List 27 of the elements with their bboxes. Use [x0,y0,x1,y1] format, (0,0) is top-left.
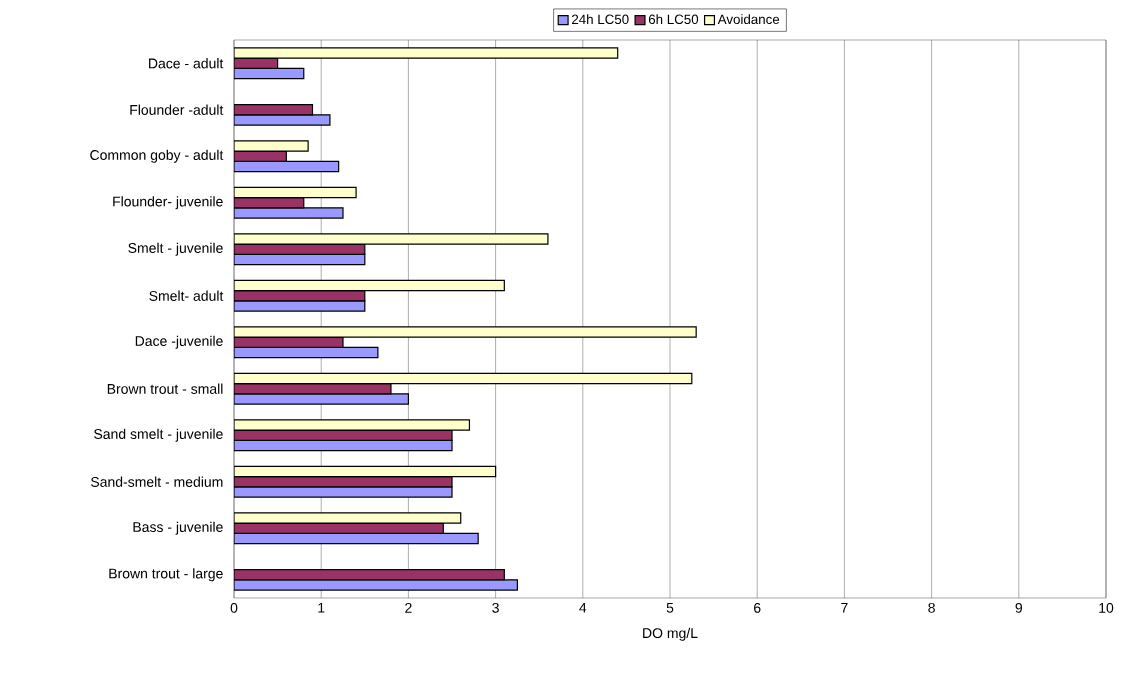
y-tick-label: Bass - juvenile [133,521,223,535]
x-tick-label: 2 [405,602,412,613]
x-axis-title: DO mg/L [643,627,698,641]
y-tick-label: Dace - adult [149,58,224,69]
y-tick-label: Sand-smelt - medium [90,476,223,487]
x-tick-label: 9 [1015,602,1023,613]
y-tick-label: Smelt- adult [149,290,224,301]
x-tick-label: 3 [492,602,499,613]
x-tick-label: 0 [230,602,238,613]
x-tick-label: 6 [754,602,761,613]
x-tick-label: 7 [841,602,848,613]
x-tick-label: 1 [318,602,325,613]
y-tick-label: Common goby - adult [90,149,224,163]
x-tick-label: 10 [1099,602,1114,613]
y-tick-label: Flounder- juvenile [113,196,223,210]
y-tick-label: Brown trout - large [109,568,223,582]
legend-label: 6h LC50 [648,14,699,25]
x-tick-label: 8 [928,602,935,613]
x-tick-label: 4 [579,602,587,613]
legend-label: 24h LC50 [572,14,629,25]
y-tick-label: Flounder -adult [130,104,224,115]
legend-label: Avoidance [717,14,780,25]
y-tick-label: Dace -juvenile [135,335,223,349]
y-tick-label: Brown trout - small [107,383,223,394]
x-tick-label: 5 [666,602,674,613]
y-tick-label: Smelt - juvenile [128,242,223,256]
y-tick-label: Sand smelt - juvenile [94,428,223,442]
